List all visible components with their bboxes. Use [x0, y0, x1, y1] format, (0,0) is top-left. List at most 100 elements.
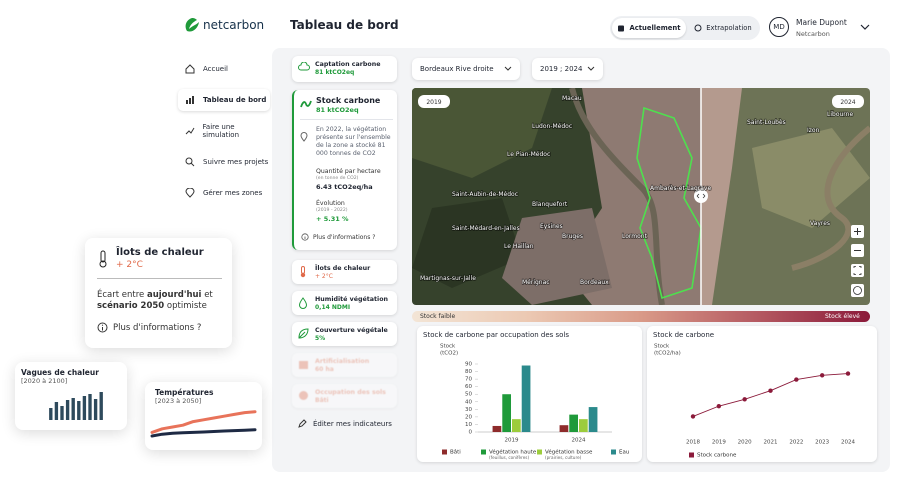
- fullscreen[interactable]: [851, 264, 864, 277]
- building-icon: [299, 361, 308, 369]
- user-name: Marie Dupont: [796, 18, 847, 27]
- map-2019: [412, 88, 701, 305]
- nav-item[interactable]: Suivre mes projets: [178, 151, 270, 173]
- temperature-card[interactable]: Températures [2023 à 2050]: [145, 382, 262, 450]
- callout-description: Écart entre aujourd'hui et scénario 2050…: [97, 290, 227, 312]
- stock-description: En 2022, la végétation présente sur l'en…: [316, 126, 391, 157]
- indicator-title: Humidité végétation: [315, 296, 389, 303]
- nav-item[interactable]: Tableau de bord: [178, 89, 270, 111]
- stock-scale: [412, 311, 870, 322]
- edit-label: Éditer mes indicateurs: [313, 419, 392, 428]
- place-label: Saint-Aubin-de-Médoc: [452, 191, 518, 198]
- calendar-icon: [618, 25, 625, 32]
- scale-low: Stock faible: [420, 313, 456, 320]
- per-hectare-label: Quantité par hectare: [316, 168, 381, 175]
- nav-item[interactable]: Gérer mes zones: [178, 182, 270, 204]
- card-subtitle: [2023 à 2050]: [155, 397, 202, 405]
- info-glyph: [853, 286, 862, 295]
- nav-item[interactable]: Faire une simulation: [178, 120, 270, 142]
- year-label: 2019: [426, 99, 441, 106]
- place-label: Ambarès-et-Lagrave: [650, 185, 711, 192]
- pie-icon: [299, 391, 308, 400]
- indicator-value: 81 ktCO2eq: [315, 69, 355, 76]
- indicator-title: Captation carbone: [315, 61, 381, 68]
- nav-label: Suivre mes projets: [203, 158, 269, 166]
- edit-indicators[interactable]: Éditer mes indicateurs: [298, 419, 392, 428]
- indicator-card[interactable]: Captation carbone 81 ktCO2eq: [292, 56, 397, 82]
- thermometer-icon: [300, 266, 306, 278]
- zoom-glyphs: [854, 228, 861, 251]
- stock-title: Stock carbone: [316, 96, 381, 105]
- text: optimiste: [166, 301, 207, 311]
- indicator-value: Bâti: [315, 397, 329, 404]
- compare-handle[interactable]: [694, 189, 708, 203]
- place-label: Mérignac: [522, 279, 550, 286]
- chart-title: Stock de carbone: [653, 331, 715, 339]
- more-info-link[interactable]: Plus d'informations ?: [113, 323, 202, 333]
- nav-label: Gérer mes zones: [203, 189, 263, 197]
- handle-arrows: [696, 193, 706, 199]
- info-icon: [97, 322, 108, 333]
- indicator-title: Artificialisation: [315, 358, 370, 365]
- extrapolation-icon: [694, 24, 702, 32]
- leaf-icon: [298, 328, 309, 339]
- more-info-link[interactable]: Plus d'informations ?: [313, 234, 376, 241]
- year-label: 2024: [840, 99, 855, 106]
- indicator-value: 5%: [315, 335, 326, 342]
- avatar[interactable]: MD: [769, 17, 789, 37]
- year-dropdown[interactable]: 2019 ; 2024: [532, 58, 603, 80]
- indicator-card[interactable]: Occupation des sols Bâti: [292, 384, 397, 408]
- callout-value: + 2°C: [116, 260, 143, 270]
- text-strong: scénario 2050: [97, 301, 165, 311]
- map-info[interactable]: [851, 284, 864, 297]
- page-title: Tableau de bord: [290, 18, 399, 32]
- logo-text[interactable]: netcarbon: [203, 18, 265, 32]
- cloud-icon: [298, 62, 310, 71]
- per-hectare-unit: (en tonne de CO2): [316, 176, 359, 181]
- place-label: Libourne: [827, 111, 853, 118]
- indicator-value: 0,14 NDMI: [315, 304, 351, 311]
- info-icon: [301, 233, 309, 241]
- year-badge: [418, 95, 450, 108]
- indicator-card[interactable]: Artificialisation 60 ha: [292, 353, 397, 377]
- stock-card[interactable]: Stock carbone 81 ktCO2eq En 2022, la vég…: [292, 90, 397, 250]
- place-label: Ludon-Médoc: [532, 123, 572, 130]
- nav-item[interactable]: Accueil: [178, 58, 270, 80]
- place-label: Bruges: [562, 233, 583, 240]
- nav-icon: [186, 96, 194, 104]
- indicator-card[interactable]: Îlots de chaleur + 2°C: [292, 260, 397, 284]
- heat-island-callout[interactable]: Îlots de chaleur + 2°C Écart entre aujou…: [85, 238, 232, 348]
- text: et: [204, 290, 213, 300]
- mode-button[interactable]: Actuellement: [612, 18, 686, 38]
- evolution-label: Évolution: [316, 200, 345, 207]
- chevron: [504, 66, 512, 71]
- nav-icon: [185, 157, 195, 167]
- mode-label: Extrapolation: [706, 24, 752, 32]
- map[interactable]: Macau Ludon-Médoc Le Pian-Médoc Saint-Aubin…: [412, 88, 870, 305]
- text: Écart entre: [97, 290, 145, 300]
- year-badge: [832, 95, 864, 108]
- place-label: Eysines: [540, 223, 563, 230]
- pencil-icon: [298, 419, 307, 428]
- evolution-value: + 5.31 %: [316, 215, 349, 223]
- user-menu-chevron[interactable]: [860, 23, 870, 31]
- chevron: [587, 66, 595, 71]
- place-label: Martignas-sur-Jalle: [420, 275, 476, 282]
- place-label: Saint-Loubès: [747, 119, 786, 126]
- indicator-title: Couverture végétale: [315, 327, 388, 334]
- indicator-card[interactable]: Humidité végétation 0,14 NDMI: [292, 291, 397, 315]
- card-subtitle: [2020 à 2100]: [21, 377, 68, 385]
- text-strong: aujourd'hui: [146, 290, 202, 300]
- indicator-value: 60 ha: [315, 366, 334, 373]
- line-chart-panel: Stock de carbone: [647, 326, 877, 462]
- nav-icon: [185, 64, 195, 74]
- indicator-card[interactable]: Couverture végétale 5%: [292, 322, 397, 346]
- heatwave-card[interactable]: Vagues de chaleur [2020 à 2100]: [15, 362, 127, 430]
- mode-button[interactable]: Extrapolation: [688, 18, 758, 38]
- place-label: Blanquefort: [532, 201, 568, 208]
- chart-title: Stock de carbone par occupation des sols: [423, 331, 570, 339]
- bar-chart-panel: Stock de carbone par occupation des sols: [417, 326, 642, 462]
- zone-dropdown[interactable]: Bordeaux Rive droite: [412, 58, 520, 80]
- fullscreen-glyph: [853, 266, 862, 275]
- mode-label: Actuellement: [629, 24, 681, 32]
